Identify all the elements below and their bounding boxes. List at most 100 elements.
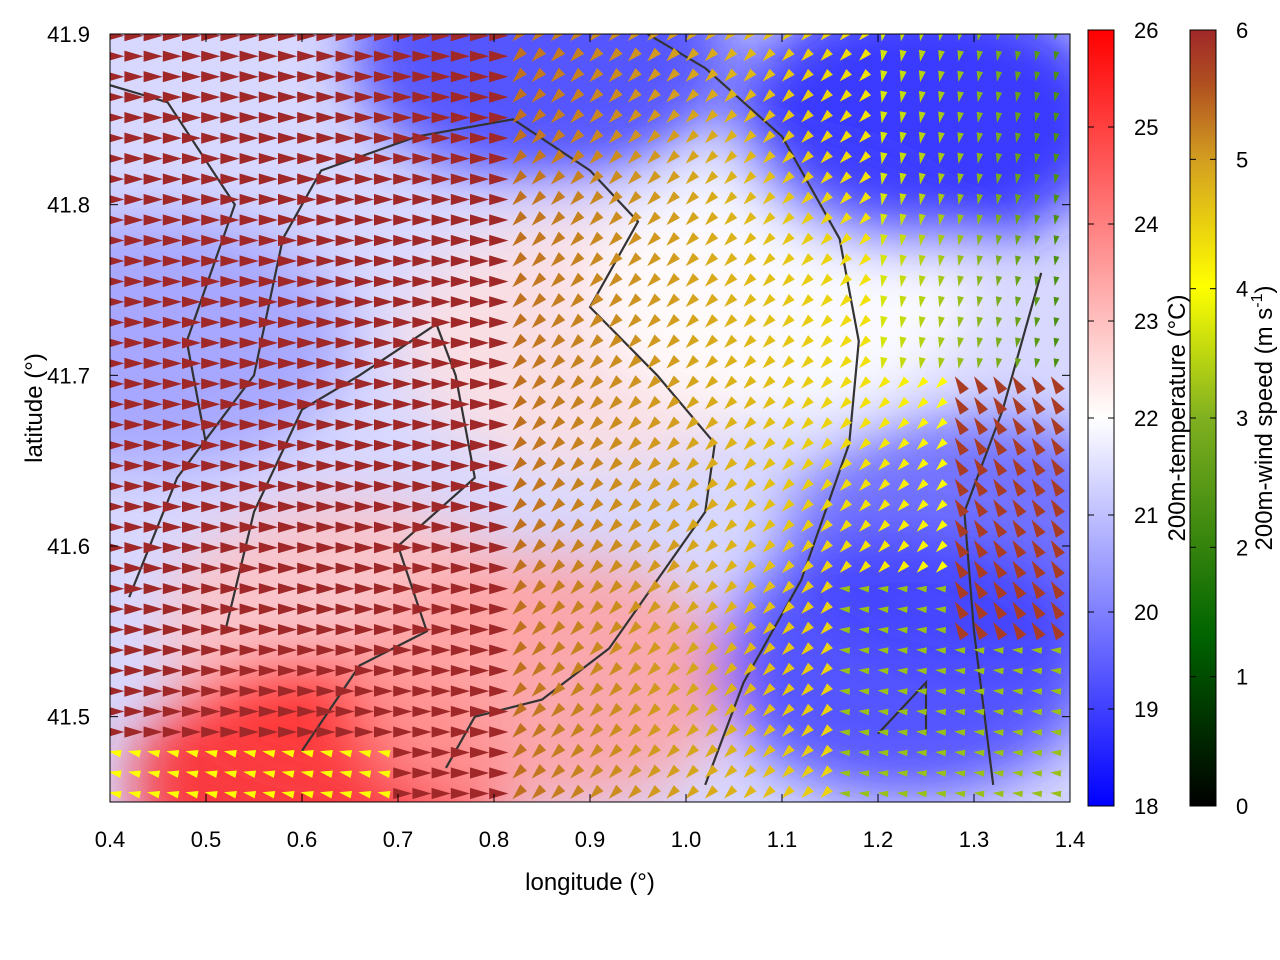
wind-arrow [143,439,163,451]
wind-arrow [393,460,413,472]
wind-arrow [839,212,852,225]
wind-arrow [781,294,795,307]
wind-arrow [589,580,604,595]
wind-arrow [918,336,926,349]
colorbar-tick-label: 18 [1134,794,1158,819]
wind-arrow [743,580,757,594]
wind-arrow [204,791,218,799]
wind-arrow [878,519,891,532]
wind-arrow [297,112,317,124]
wind-arrow [182,153,202,165]
wind-arrow [666,498,680,512]
wind-arrow [781,48,795,62]
wind-arrow [297,439,317,451]
wind-arrow [801,171,814,184]
wind-arrow [278,398,298,410]
wind-arrow [162,460,182,472]
wind-arrow [1053,255,1060,266]
wind-arrow [974,560,989,579]
wind-arrow [781,437,795,451]
wind-arrow [393,644,413,656]
wind-arrow [124,562,144,574]
wind-arrow [512,354,527,370]
wind-arrow [685,34,699,41]
wind-arrow [143,50,163,62]
wind-arrow [124,173,144,185]
wind-arrow [1050,770,1062,777]
wind-arrow [839,69,852,82]
wind-arrow [258,624,278,636]
wind-arrow [839,48,852,61]
wind-arrow [316,337,336,349]
wind-arrow [300,770,314,778]
wind-arrow [162,71,182,83]
colorbar-tick-label: 4 [1236,277,1248,302]
wind-arrow [801,294,814,307]
wind-arrow [162,583,182,595]
wind-arrow [839,478,852,491]
wind-arrow [880,234,888,247]
wind-arrow [608,313,623,328]
wind-arrow [201,91,221,103]
wind-arrow [724,539,738,553]
wind-arrow [993,417,1008,436]
wind-arrow [916,458,929,471]
wind-arrow [431,603,451,615]
wind-arrow [762,519,776,533]
wind-arrow [393,91,413,103]
wind-arrow [258,91,278,103]
wind-arrow [201,275,221,288]
wind-arrow [470,542,490,554]
wind-arrow [450,234,470,247]
wind-arrow [531,456,547,472]
wind-arrow [316,378,336,390]
wind-arrow [470,275,490,288]
x-axis-title: longitude (°) [525,869,655,896]
wind-arrow [935,790,947,798]
wind-arrow [570,723,585,738]
wind-arrow [858,233,872,246]
wind-arrow [201,357,221,369]
wind-arrow [704,744,719,758]
wind-arrow [531,231,547,247]
wind-arrow [470,378,490,390]
wind-arrow [724,478,738,492]
wind-arrow [278,173,298,185]
wind-arrow [839,273,852,287]
wind-arrow [627,723,642,738]
wind-arrow [954,581,969,600]
wind-arrow [801,34,814,41]
wind-arrow [995,255,1003,266]
wind-arrow [724,560,738,574]
wind-arrow [110,750,122,758]
wind-arrow [258,501,278,513]
wind-arrow [627,416,642,431]
wind-arrow [335,316,355,328]
wind-arrow [1050,540,1065,559]
wind-arrow [550,559,566,574]
wind-arrow [685,478,700,492]
wind-arrow [839,790,851,798]
wind-arrow [570,272,585,287]
colorbar-tick-label: 0 [1236,794,1248,819]
wind-arrow [1031,770,1043,777]
wind-arrow [182,173,202,185]
wind-arrow [470,357,490,369]
wind-arrow [801,150,814,164]
wind-arrow [512,661,527,677]
wind-arrow [801,335,814,348]
wind-arrow [704,621,719,635]
wind-arrow [162,685,182,697]
wind-arrow [354,193,374,206]
wind-arrow [608,375,623,390]
wind-arrow [608,129,623,144]
wind-arrow [743,683,757,697]
wind-arrow [957,296,964,308]
wind-arrow [278,337,298,349]
wind-arrow [743,416,757,430]
wind-arrow [143,255,163,267]
wind-arrow [935,561,948,573]
wind-arrow [899,152,907,165]
wind-arrow [239,705,259,718]
wind-arrow [124,439,144,451]
